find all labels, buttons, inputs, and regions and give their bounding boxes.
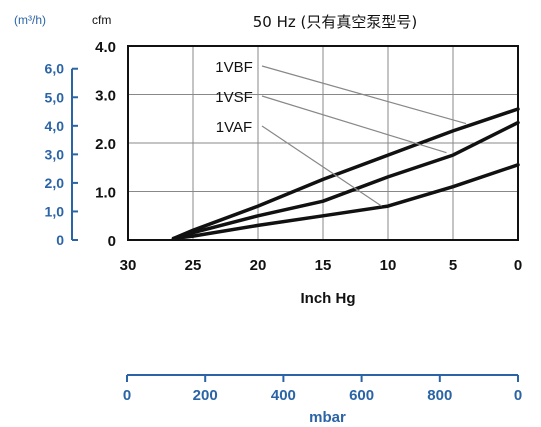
y-tick-label: 4.0 (95, 39, 116, 56)
metric-y-tick-label: 4,0 (45, 118, 65, 134)
y-axis-unit: cfm (92, 13, 111, 27)
series-label-1vaf: 1VAF (216, 119, 252, 136)
leader-line-1vbf (261, 65, 467, 125)
metric-y-axis: 0 1,0 2,0 3,0 4,0 5,0 6,0 (45, 61, 78, 248)
metric-x-tick-label: 0 (514, 387, 522, 404)
series-line-1vbf (171, 107, 520, 241)
y-tick-label: 1.0 (95, 185, 116, 202)
metric-y-tick-label: 5,0 (45, 89, 65, 105)
metric-x-tick-label: 600 (349, 387, 374, 404)
x-tick-label: 25 (185, 257, 202, 274)
metric-x-tick-label: 800 (427, 387, 452, 404)
metric-y-tick-label: 2,0 (45, 175, 65, 191)
mbar-axis-label: mbar (309, 409, 346, 426)
y-tick-label: 0 (108, 233, 116, 250)
x-axis-label: Inch Hg (301, 290, 356, 307)
metric-y-tick-label: 6,0 (45, 61, 65, 77)
y-axis-ticks: 0 1.0 2.0 3.0 4.0 (95, 39, 116, 250)
metric-x-tick-label: 400 (271, 387, 296, 404)
metric-x-axis: 0 200 400 600 800 0 (123, 374, 522, 404)
y-tick-label: 2.0 (95, 136, 116, 153)
series-label-1vbf: 1VBF (215, 59, 253, 76)
series-lines (171, 107, 520, 241)
plot-grid (128, 46, 518, 240)
metric-y-tick-label: 0 (56, 232, 64, 248)
series-leader-lines (261, 65, 467, 207)
leader-line-1vsf (261, 95, 447, 154)
x-axis-ticks: 30 25 20 15 10 5 0 (120, 257, 523, 274)
x-tick-label: 0 (514, 257, 522, 274)
series-labels: 1VBF 1VSF 1VAF (215, 59, 253, 136)
metric-y-unit: (m³/h) (14, 13, 46, 27)
metric-x-tick-label: 200 (193, 387, 218, 404)
y-tick-label: 3.0 (95, 88, 116, 105)
series-label-1vsf: 1VSF (215, 89, 253, 106)
x-tick-label: 15 (315, 257, 332, 274)
x-tick-label: 5 (449, 257, 457, 274)
metric-y-tick-label: 3,0 (45, 146, 65, 162)
leader-line-1vaf (261, 125, 382, 207)
plot-frame (127, 45, 519, 241)
chart-title: 50 Hz (只有真空泵型号) (253, 13, 417, 31)
x-tick-label: 30 (120, 257, 137, 274)
metric-x-tick-label: 0 (123, 387, 131, 404)
x-tick-label: 20 (250, 257, 267, 274)
series-line-1vsf (171, 120, 520, 241)
x-tick-label: 10 (380, 257, 397, 274)
metric-y-tick-label: 1,0 (45, 203, 65, 219)
series-line-1vaf (171, 163, 520, 241)
